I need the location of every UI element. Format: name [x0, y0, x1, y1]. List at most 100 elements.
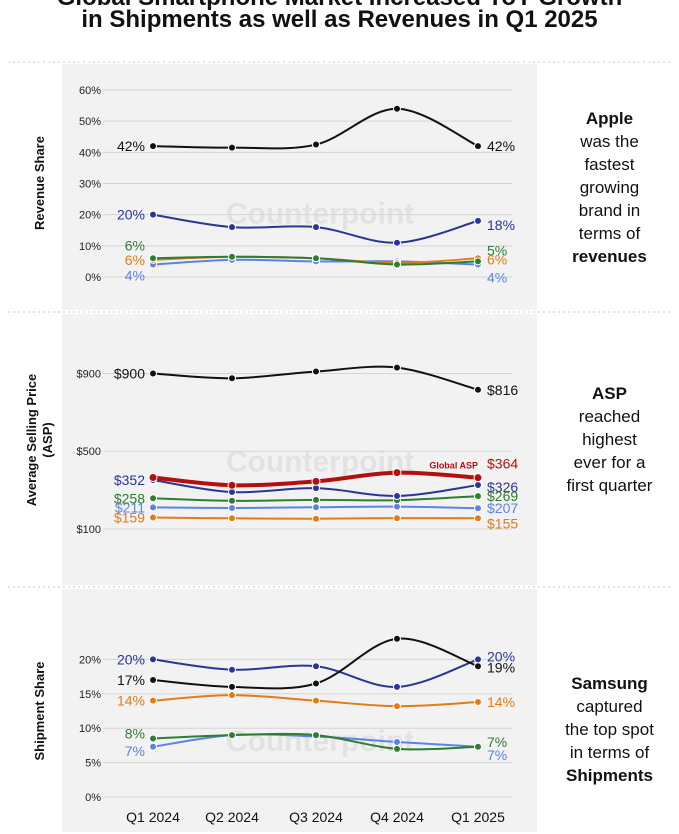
- data-point-vivo: [228, 504, 236, 512]
- shipment-commentary-l4: in terms of: [569, 743, 650, 762]
- start-label-samsung: 20%: [117, 207, 145, 223]
- end-label-apple: 19%: [487, 659, 515, 675]
- data-point-apple: [393, 363, 401, 372]
- end-label-oppo: 7%: [487, 734, 507, 750]
- start-label-apple: $900: [114, 365, 145, 381]
- y-tick-label: 30%: [79, 179, 101, 191]
- data-point-xiaomi: [312, 696, 320, 705]
- data-point-samsung: [474, 481, 482, 490]
- data-point-xiaomi: [228, 691, 236, 700]
- end-label-apple: $816: [487, 382, 518, 398]
- data-point-xiaomi: [393, 702, 401, 711]
- asp-commentary-l4: ever for a: [573, 453, 646, 472]
- data-point-oppo: [149, 734, 157, 743]
- asp-commentary-l2: reached: [578, 407, 641, 426]
- data-point-global_asp: [148, 472, 158, 482]
- shipment-commentary-l1: Samsung: [571, 674, 648, 693]
- x-tick-label: Q2 2024: [205, 809, 259, 825]
- y-tick-label: 50%: [79, 116, 101, 128]
- y-tick-label: 0%: [85, 792, 101, 804]
- data-point-apple: [312, 679, 320, 688]
- data-point-samsung: [474, 655, 482, 664]
- data-point-oppo: [228, 731, 236, 740]
- end-label-vivo: 4%: [487, 270, 507, 286]
- data-point-samsung: [393, 491, 401, 500]
- data-point-oppo: [228, 252, 236, 261]
- y-tick-label: 15%: [79, 689, 101, 701]
- data-point-samsung: [149, 655, 157, 664]
- watermark: Counterpoint: [226, 198, 414, 231]
- x-tick-label: Q3 2024: [289, 809, 343, 825]
- revenue-commentary-l4: growing: [579, 178, 640, 197]
- start-label-samsung: 20%: [117, 651, 145, 667]
- start-label-samsung: $352: [114, 472, 145, 488]
- data-point-xiaomi: [149, 696, 157, 705]
- data-point-apple: [312, 367, 320, 376]
- end-label-vivo: 7%: [487, 747, 507, 763]
- revenue-commentary-l3: fastest: [584, 155, 635, 174]
- data-point-apple: [474, 662, 482, 671]
- revenue-commentary: Apple was the fastest growing brand in t…: [540, 107, 679, 268]
- shipment-commentary-l3: the top spot: [565, 720, 654, 739]
- data-point-apple: [228, 374, 236, 383]
- data-point-apple: [312, 140, 320, 149]
- y-tick-label: 0%: [85, 272, 101, 284]
- y-tick-label: $100: [77, 524, 101, 536]
- end-label-samsung: $326: [487, 479, 518, 495]
- y-tick-label: 60%: [79, 85, 101, 97]
- start-label-oppo: 8%: [125, 726, 145, 742]
- revenue-commentary-l6: terms of: [578, 224, 641, 243]
- revenue-commentary-l2: was the: [580, 132, 639, 151]
- data-point-oppo: [393, 260, 401, 269]
- x-tick-label: Q4 2024: [370, 809, 424, 825]
- shipment-commentary-l2: captured: [576, 697, 643, 716]
- data-point-oppo: [474, 742, 482, 751]
- y-tick-label: $500: [77, 446, 101, 458]
- y-tick-label: 10%: [79, 723, 101, 735]
- data-point-apple: [149, 142, 157, 151]
- data-point-samsung: [474, 216, 482, 225]
- end-label-oppo: 5%: [487, 242, 507, 258]
- end-label-xiaomi: 14%: [487, 694, 515, 710]
- start-label-vivo: 4%: [125, 268, 145, 284]
- y-tick-label: 40%: [79, 147, 101, 159]
- data-point-oppo: [393, 744, 401, 753]
- end-label-samsung: 20%: [487, 648, 515, 664]
- y-axis-label-part: (ASP): [40, 422, 55, 457]
- asp-commentary-l3: highest: [582, 430, 637, 449]
- shipment-commentary: Samsung captured the top spot in terms o…: [540, 672, 679, 787]
- start-label-xiaomi: 14%: [117, 693, 145, 709]
- data-point-samsung: [312, 662, 320, 671]
- data-point-samsung: [312, 223, 320, 232]
- x-tick-label: Q1 2024: [126, 809, 180, 825]
- start-label-oppo: 6%: [125, 237, 145, 253]
- start-label-vivo: 7%: [125, 743, 145, 759]
- y-axis-label: Revenue Share: [32, 136, 47, 230]
- y-tick-label: 10%: [79, 241, 101, 253]
- data-point-samsung: [393, 682, 401, 691]
- y-axis-label-part: Average Selling Price: [24, 374, 39, 506]
- data-point-xiaomi: [474, 698, 482, 707]
- data-point-oppo: [228, 496, 236, 505]
- data-point-xiaomi: [149, 513, 157, 522]
- data-point-global_asp: [311, 476, 321, 486]
- data-point-oppo: [474, 492, 482, 501]
- asp-commentary-l5: first quarter: [566, 476, 653, 495]
- plot-background: [62, 64, 537, 310]
- data-point-vivo: [312, 503, 320, 512]
- start-label-xiaomi: 6%: [125, 252, 145, 268]
- end-label-oppo: $269: [487, 488, 518, 504]
- data-point-vivo: [474, 504, 482, 513]
- data-point-apple: [149, 369, 157, 378]
- start-label-xiaomi: $159: [114, 510, 145, 526]
- revenue-commentary-l5: brand in: [578, 201, 641, 220]
- y-tick-label: $900: [77, 368, 101, 380]
- end-label-samsung: 18%: [487, 217, 515, 233]
- data-point-samsung: [149, 210, 157, 219]
- data-point-oppo: [149, 494, 157, 503]
- x-tick-label: Q1 2025: [451, 809, 505, 825]
- data-point-apple: [474, 385, 482, 394]
- data-point-apple: [228, 682, 236, 691]
- data-point-samsung: [228, 665, 236, 674]
